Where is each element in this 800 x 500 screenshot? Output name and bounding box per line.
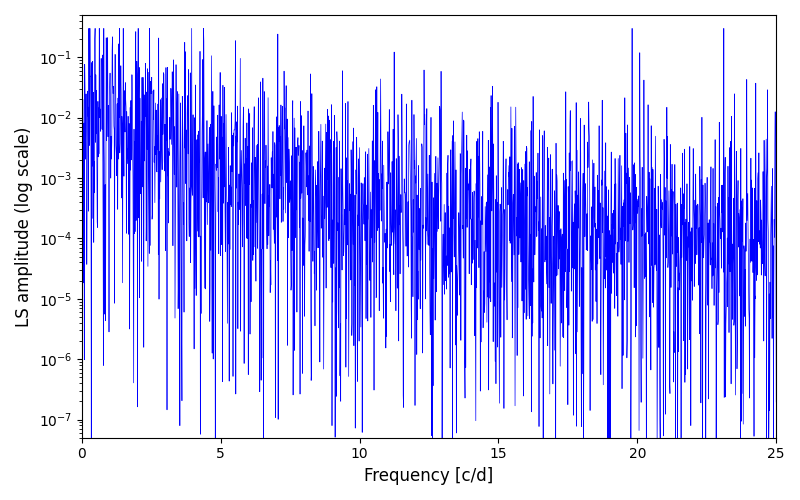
Y-axis label: LS amplitude (log scale): LS amplitude (log scale): [15, 126, 33, 326]
X-axis label: Frequency [c/d]: Frequency [c/d]: [364, 467, 494, 485]
